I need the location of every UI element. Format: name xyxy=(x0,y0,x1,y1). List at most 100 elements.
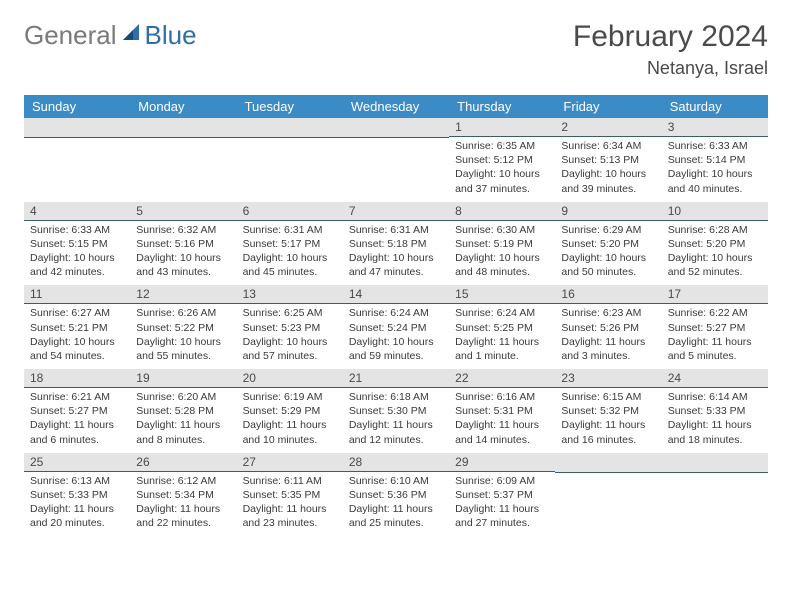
dl1-text: Daylight: 11 hours xyxy=(243,418,337,432)
date-number: 2 xyxy=(555,118,661,137)
dl1-text: Daylight: 10 hours xyxy=(30,335,124,349)
sunset-text: Sunset: 5:19 PM xyxy=(455,237,549,251)
day-body: Sunrise: 6:16 AMSunset: 5:31 PMDaylight:… xyxy=(449,388,555,453)
day-body: Sunrise: 6:23 AMSunset: 5:26 PMDaylight:… xyxy=(555,304,661,369)
dl1-text: Daylight: 11 hours xyxy=(561,335,655,349)
date-number: 8 xyxy=(449,202,555,221)
calendar-day-cell: 23Sunrise: 6:15 AMSunset: 5:32 PMDayligh… xyxy=(555,369,661,453)
calendar-day-cell: 20Sunrise: 6:19 AMSunset: 5:29 PMDayligh… xyxy=(237,369,343,453)
dl2-text: and 8 minutes. xyxy=(136,433,230,447)
calendar-week-row: 18Sunrise: 6:21 AMSunset: 5:27 PMDayligh… xyxy=(24,369,768,453)
calendar-day-cell: 1Sunrise: 6:35 AMSunset: 5:12 PMDaylight… xyxy=(449,118,555,202)
date-number: 14 xyxy=(343,285,449,304)
calendar-week-row: 1Sunrise: 6:35 AMSunset: 5:12 PMDaylight… xyxy=(24,118,768,202)
sunset-text: Sunset: 5:22 PM xyxy=(136,321,230,335)
calendar-day-cell: 6Sunrise: 6:31 AMSunset: 5:17 PMDaylight… xyxy=(237,202,343,286)
sunset-text: Sunset: 5:12 PM xyxy=(455,153,549,167)
dl2-text: and 47 minutes. xyxy=(349,265,443,279)
sunrise-text: Sunrise: 6:19 AM xyxy=(243,390,337,404)
calendar-day-cell: 9Sunrise: 6:29 AMSunset: 5:20 PMDaylight… xyxy=(555,202,661,286)
date-number: 25 xyxy=(24,453,130,472)
date-number: 26 xyxy=(130,453,236,472)
date-number: 1 xyxy=(449,118,555,137)
sunset-text: Sunset: 5:33 PM xyxy=(668,404,762,418)
sunrise-text: Sunrise: 6:15 AM xyxy=(561,390,655,404)
date-number: 4 xyxy=(24,202,130,221)
sunrise-text: Sunrise: 6:29 AM xyxy=(561,223,655,237)
dl1-text: Daylight: 11 hours xyxy=(349,502,443,516)
day-body: Sunrise: 6:22 AMSunset: 5:27 PMDaylight:… xyxy=(662,304,768,369)
dl1-text: Daylight: 10 hours xyxy=(668,251,762,265)
sunset-text: Sunset: 5:36 PM xyxy=(349,488,443,502)
weekday-header: Saturday xyxy=(662,95,768,118)
calendar-day-cell xyxy=(555,453,661,537)
sunset-text: Sunset: 5:14 PM xyxy=(668,153,762,167)
calendar-day-cell: 24Sunrise: 6:14 AMSunset: 5:33 PMDayligh… xyxy=(662,369,768,453)
sunrise-text: Sunrise: 6:10 AM xyxy=(349,474,443,488)
dl1-text: Daylight: 11 hours xyxy=(243,502,337,516)
sunrise-text: Sunrise: 6:13 AM xyxy=(30,474,124,488)
empty-date-bar xyxy=(555,453,661,473)
dl1-text: Daylight: 11 hours xyxy=(349,418,443,432)
sail-icon xyxy=(121,22,143,49)
calendar-day-cell: 11Sunrise: 6:27 AMSunset: 5:21 PMDayligh… xyxy=(24,285,130,369)
dl1-text: Daylight: 10 hours xyxy=(455,167,549,181)
day-body: Sunrise: 6:14 AMSunset: 5:33 PMDaylight:… xyxy=(662,388,768,453)
sunrise-text: Sunrise: 6:23 AM xyxy=(561,306,655,320)
dl2-text: and 50 minutes. xyxy=(561,265,655,279)
sunset-text: Sunset: 5:32 PM xyxy=(561,404,655,418)
dl2-text: and 48 minutes. xyxy=(455,265,549,279)
dl1-text: Daylight: 10 hours xyxy=(243,251,337,265)
empty-date-bar xyxy=(237,118,343,138)
sunset-text: Sunset: 5:20 PM xyxy=(561,237,655,251)
calendar: Sunday Monday Tuesday Wednesday Thursday… xyxy=(24,95,768,536)
month-title: February 2024 xyxy=(573,20,768,54)
day-body-empty xyxy=(130,138,236,200)
date-number: 3 xyxy=(662,118,768,137)
sunset-text: Sunset: 5:27 PM xyxy=(668,321,762,335)
dl2-text: and 52 minutes. xyxy=(668,265,762,279)
dl1-text: Daylight: 11 hours xyxy=(668,418,762,432)
empty-date-bar xyxy=(24,118,130,138)
dl1-text: Daylight: 10 hours xyxy=(136,251,230,265)
sunrise-text: Sunrise: 6:20 AM xyxy=(136,390,230,404)
sunset-text: Sunset: 5:31 PM xyxy=(455,404,549,418)
sunrise-text: Sunrise: 6:30 AM xyxy=(455,223,549,237)
title-block: February 2024 Netanya, Israel xyxy=(573,20,768,79)
logo: General Blue xyxy=(24,20,197,51)
day-body: Sunrise: 6:33 AMSunset: 5:14 PMDaylight:… xyxy=(662,137,768,202)
date-number: 20 xyxy=(237,369,343,388)
sunset-text: Sunset: 5:21 PM xyxy=(30,321,124,335)
date-number: 9 xyxy=(555,202,661,221)
day-body: Sunrise: 6:33 AMSunset: 5:15 PMDaylight:… xyxy=(24,221,130,286)
day-body-empty xyxy=(662,473,768,535)
date-number: 29 xyxy=(449,453,555,472)
dl1-text: Daylight: 10 hours xyxy=(668,167,762,181)
dl2-text: and 57 minutes. xyxy=(243,349,337,363)
date-number: 7 xyxy=(343,202,449,221)
dl2-text: and 3 minutes. xyxy=(561,349,655,363)
empty-date-bar xyxy=(662,453,768,473)
weekday-header: Sunday xyxy=(24,95,130,118)
day-body: Sunrise: 6:09 AMSunset: 5:37 PMDaylight:… xyxy=(449,472,555,537)
sunset-text: Sunset: 5:33 PM xyxy=(30,488,124,502)
weekday-header: Wednesday xyxy=(343,95,449,118)
day-body-empty xyxy=(237,138,343,200)
day-body: Sunrise: 6:29 AMSunset: 5:20 PMDaylight:… xyxy=(555,221,661,286)
logo-text-blue: Blue xyxy=(145,20,197,51)
dl1-text: Daylight: 10 hours xyxy=(243,335,337,349)
logo-text-general: General xyxy=(24,20,117,51)
dl1-text: Daylight: 11 hours xyxy=(30,418,124,432)
sunrise-text: Sunrise: 6:24 AM xyxy=(349,306,443,320)
dl1-text: Daylight: 10 hours xyxy=(561,251,655,265)
date-number: 15 xyxy=(449,285,555,304)
dl2-text: and 27 minutes. xyxy=(455,516,549,530)
sunrise-text: Sunrise: 6:31 AM xyxy=(349,223,443,237)
empty-date-bar xyxy=(343,118,449,138)
dl1-text: Daylight: 11 hours xyxy=(136,418,230,432)
day-body: Sunrise: 6:34 AMSunset: 5:13 PMDaylight:… xyxy=(555,137,661,202)
dl1-text: Daylight: 11 hours xyxy=(136,502,230,516)
date-number: 16 xyxy=(555,285,661,304)
dl2-text: and 40 minutes. xyxy=(668,182,762,196)
dl1-text: Daylight: 11 hours xyxy=(561,418,655,432)
